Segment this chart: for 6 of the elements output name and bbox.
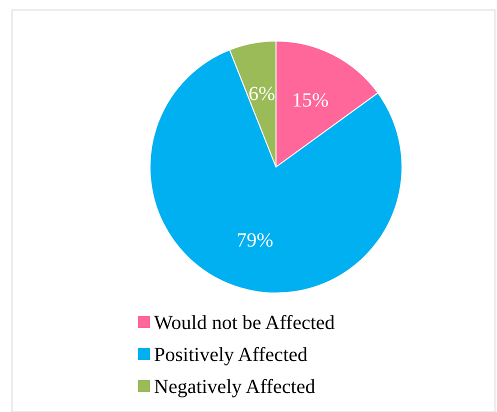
- legend-label: Positively Affected: [154, 344, 308, 366]
- legend-label: Negatively Affected: [154, 376, 316, 398]
- legend-label: Would not be Affected: [154, 312, 335, 334]
- data-label: 15%: [292, 90, 329, 112]
- data-label: 79%: [236, 230, 274, 252]
- data-label: 6%: [248, 82, 276, 105]
